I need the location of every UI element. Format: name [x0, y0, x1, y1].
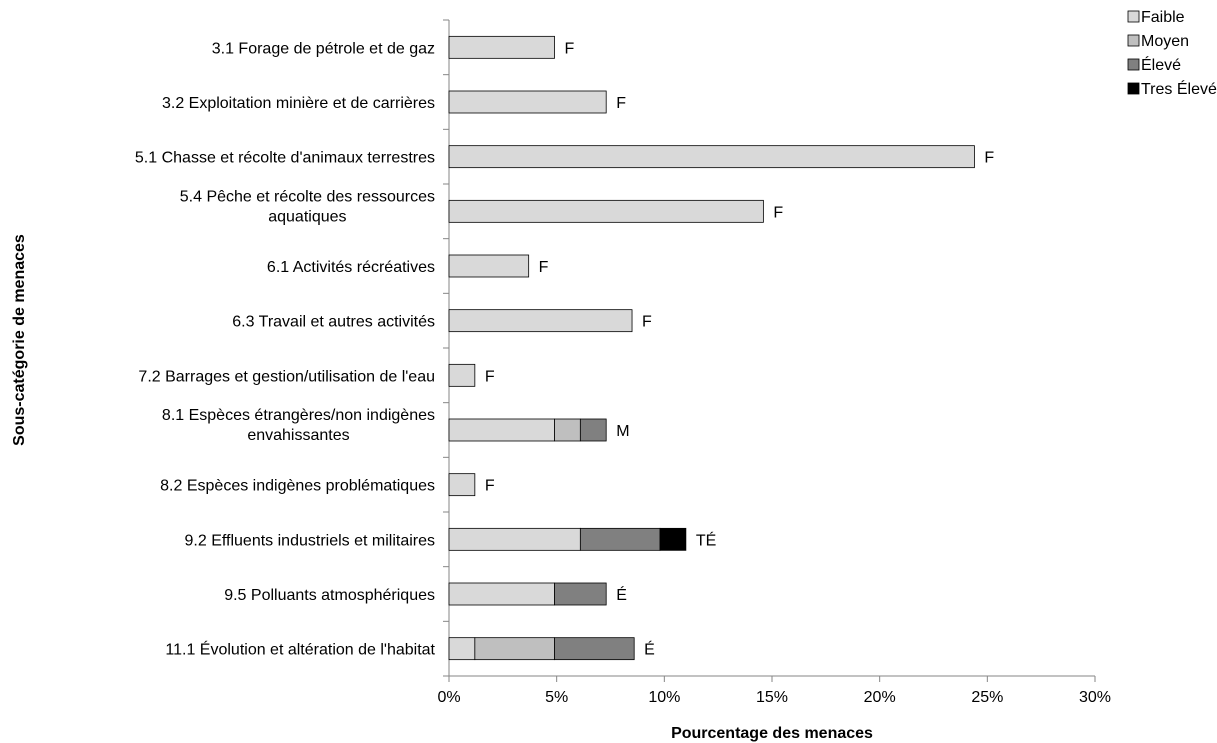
x-tick-labels: 0% 5% 10% 15% 20% 25% 30% — [437, 689, 1111, 706]
category-label-line: 3.1 Forage de pétrole et de gaz — [212, 40, 435, 57]
bar-segment — [448, 637, 476, 661]
category-label: 5.4 Pêche et récolte des ressources aquat… — [180, 188, 435, 225]
legend-swatch — [1127, 82, 1140, 95]
bar-segment — [448, 527, 581, 551]
x-tick-label: 30% — [1079, 689, 1111, 706]
category-label-line: 9.5 Polluants atmosphériques — [224, 587, 435, 604]
bar-segment — [448, 145, 975, 169]
bar-segment — [474, 637, 555, 661]
bar-segment — [579, 418, 607, 442]
bar-segment — [448, 418, 555, 442]
data-label: É — [616, 585, 627, 604]
bar-segment — [448, 363, 476, 387]
category-label-line: 7.2 Barrages et gestion/utilisation de l… — [138, 368, 435, 385]
data-label: F — [539, 259, 549, 276]
category-label: 3.1 Forage de pétrole et de gaz — [212, 40, 435, 57]
category-label-line: 6.1 Activités récréatives — [267, 259, 435, 276]
legend: Faible Moyen Élevé Tres Élevé — [1127, 9, 1217, 98]
data-labels: F F F F F F F M F TÉ É É — [485, 40, 995, 658]
data-label: F — [773, 204, 783, 221]
bar-segment — [554, 637, 635, 661]
category-label-line: 11.1 Évolution et altération de l'habita… — [165, 640, 435, 659]
bar-segment — [448, 35, 555, 59]
data-label: F — [616, 95, 626, 112]
data-label: F — [565, 40, 575, 57]
category-label-line: aquatiques — [268, 208, 346, 225]
x-axis-title: Pourcentage des menaces — [671, 725, 873, 742]
category-label: 9.5 Polluants atmosphériques — [224, 587, 435, 604]
category-label: 6.1 Activités récréatives — [267, 259, 435, 276]
bar-segment — [579, 527, 661, 551]
legend-swatch — [1127, 10, 1140, 23]
bar-segment — [448, 199, 764, 223]
category-label: 6.3 Travail et autres activités — [232, 314, 435, 331]
y-axis-title: Sous-catégorie de menaces — [11, 234, 28, 446]
category-label: 8.1 Espèces étrangères/non indigènes enva… — [162, 407, 435, 444]
x-tick-label: 0% — [437, 689, 460, 706]
category-label: 5.1 Chasse et récolte d'animaux terrestr… — [135, 150, 435, 167]
legend-label: Faible — [1141, 9, 1185, 26]
data-label: F — [642, 314, 652, 331]
bar-segment — [448, 473, 476, 497]
y-axis-title-group: Sous-catégorie de menaces — [11, 234, 28, 446]
bar-segment — [448, 309, 633, 333]
data-label: F — [485, 368, 495, 385]
category-label-line: 5.1 Chasse et récolte d'animaux terrestr… — [135, 150, 435, 167]
category-label-line: envahissantes — [247, 427, 349, 444]
category-label-line: 6.3 Travail et autres activités — [232, 314, 435, 331]
legend-label: Tres Élevé — [1141, 79, 1217, 98]
legend-label: Moyen — [1141, 33, 1189, 50]
x-tick-label: 5% — [545, 689, 568, 706]
category-label-line: 5.4 Pêche et récolte des ressources — [180, 188, 435, 205]
category-label-line: 8.2 Espèces indigènes problématiques — [160, 478, 435, 495]
category-labels: 3.1 Forage de pétrole et de gaz 3.2 Explo… — [135, 40, 436, 658]
bar-segment — [554, 582, 607, 606]
category-label-line: 3.2 Exploitation minière et de carrières — [162, 95, 435, 112]
category-label: 3.2 Exploitation minière et de carrières — [162, 95, 435, 112]
x-tick-label: 15% — [756, 689, 788, 706]
bar-segment — [448, 582, 555, 606]
bar-segment — [448, 254, 530, 278]
bar-segment — [554, 418, 581, 442]
bar-segment — [448, 90, 607, 114]
category-label: 8.2 Espèces indigènes problématiques — [160, 478, 435, 495]
data-label: É — [644, 640, 655, 659]
category-label: 7.2 Barrages et gestion/utilisation de l… — [138, 368, 435, 385]
bar-segment — [659, 527, 687, 551]
category-label-line: 9.2 Effluents industriels et militaires — [185, 532, 435, 549]
category-label-line: 8.1 Espèces étrangères/non indigènes — [162, 407, 435, 424]
category-label: 9.2 Effluents industriels et militaires — [185, 532, 435, 549]
x-tick-label: 20% — [864, 689, 896, 706]
plot-area — [443, 19, 1096, 682]
data-label: M — [616, 423, 629, 440]
data-label: F — [984, 150, 994, 167]
category-label: 11.1 Évolution et altération de l'habita… — [165, 640, 435, 659]
x-tick-label: 10% — [648, 689, 680, 706]
legend-swatch — [1127, 34, 1140, 47]
x-tick-label: 25% — [971, 689, 1003, 706]
data-label: F — [485, 478, 495, 495]
legend-swatch — [1127, 58, 1140, 71]
legend-label: Élevé — [1141, 55, 1181, 74]
data-label: TÉ — [696, 530, 716, 549]
